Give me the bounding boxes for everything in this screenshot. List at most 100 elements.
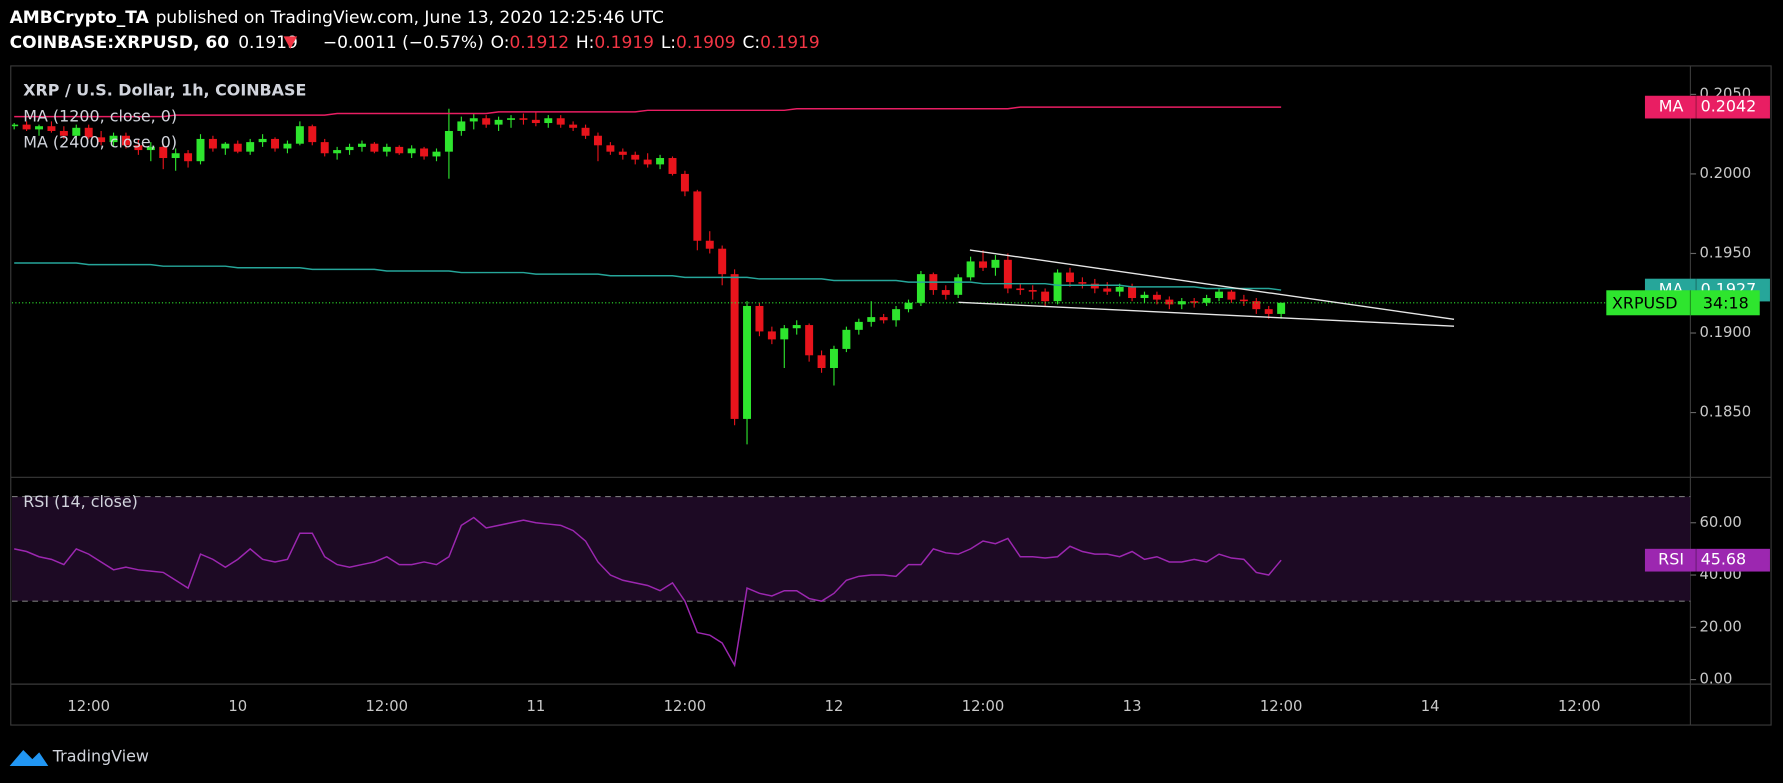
candle-body	[171, 153, 180, 159]
candle-body	[606, 145, 615, 152]
ohlc-value: 0.1919	[760, 33, 820, 53]
candle-body	[792, 325, 801, 329]
candle-body	[854, 321, 863, 330]
candle-body	[979, 261, 988, 268]
price-tag-name: RSI	[1658, 550, 1684, 569]
candle-body	[469, 118, 478, 122]
trendline	[958, 301, 1455, 327]
candle-body	[693, 191, 702, 241]
candle-body	[333, 150, 342, 154]
candle-body	[1065, 272, 1074, 283]
candle-body	[991, 259, 1000, 268]
candle-body	[1227, 291, 1236, 300]
candle-body	[1078, 282, 1087, 284]
candle-body	[1016, 288, 1025, 291]
candle-body	[208, 138, 217, 149]
x-tick-label: 12:00	[67, 698, 110, 715]
candle-body	[146, 146, 155, 151]
price-tag-bg	[1644, 95, 1770, 119]
frame	[10, 65, 1772, 726]
candle-body	[507, 118, 516, 120]
x-tick-label: 12:00	[366, 698, 409, 715]
candle-body	[233, 143, 242, 152]
candle-body	[395, 146, 404, 154]
candle-body	[494, 119, 503, 125]
legend-entry: MA (1200, close, 0)	[23, 107, 177, 126]
y-tick-label: 0.1900	[1700, 324, 1752, 341]
candle-body	[643, 159, 652, 165]
candle-body	[246, 142, 255, 152]
x-tick-label: 12:00	[664, 698, 707, 715]
x-tick-label: 11	[526, 698, 545, 715]
candle-body	[1140, 294, 1149, 299]
price-tag: MA 0.2042	[1644, 95, 1770, 119]
candle-body	[1190, 301, 1199, 303]
candle-body	[631, 154, 640, 160]
candle-body	[22, 124, 31, 130]
candle-body	[295, 126, 304, 144]
series-line	[14, 516, 1282, 668]
candle-body	[755, 305, 764, 332]
candle-body	[743, 305, 752, 419]
candle-body	[444, 130, 453, 152]
price-tag-value: 0.2042	[1701, 97, 1757, 116]
candle-body	[1128, 286, 1137, 299]
x-tick-label: 14	[1421, 698, 1440, 715]
ohlc-label: C:	[742, 33, 760, 53]
price-tag-bg	[1644, 548, 1770, 572]
candle-body	[345, 146, 354, 151]
x-tick-label: 12:00	[1260, 698, 1303, 715]
candle-body	[382, 146, 391, 152]
candle-body	[370, 143, 379, 152]
footer-brand: TradingView	[52, 746, 149, 765]
candle-body	[531, 119, 540, 124]
candle-body	[35, 126, 43, 130]
ohlc-label: O:	[491, 33, 510, 53]
candle-body	[668, 158, 677, 174]
candle-body	[1041, 291, 1050, 302]
candle-body	[1103, 288, 1112, 292]
candle-body	[134, 145, 143, 151]
candle-body	[1090, 283, 1099, 289]
ohlc-label: H:	[576, 33, 595, 53]
price-title: XRP / U.S. Dollar, 1h, COINBASE	[23, 80, 306, 99]
candle-body	[767, 331, 776, 340]
candle-body	[519, 118, 528, 120]
candle-body	[84, 127, 93, 138]
candle-body	[221, 143, 230, 149]
candle-body	[457, 121, 466, 131]
last-price: 0.1919	[238, 33, 298, 53]
candle-body	[618, 151, 627, 155]
trendline	[969, 249, 1455, 321]
header-line-2: COINBASE:XRPUSD, 60 0.1919 −0.0011 (−0.57%…	[10, 33, 820, 53]
candle-body	[1152, 294, 1161, 300]
candle-body	[656, 158, 665, 165]
ohlc-value: 0.1909	[676, 33, 736, 53]
ohlc-label: L:	[661, 33, 676, 53]
candle-body	[581, 127, 590, 136]
candle-body	[1277, 302, 1286, 314]
candle-body	[196, 138, 205, 162]
candle-body	[966, 261, 975, 278]
price-tag: RSI 45.68	[1644, 548, 1770, 572]
y-tick-label: 0.2000	[1700, 165, 1752, 182]
candle-body	[283, 143, 292, 149]
candle-body	[842, 329, 851, 349]
candle-body	[109, 135, 118, 143]
last-price-tag-name: XRPUSD	[1612, 293, 1678, 312]
candle-body	[904, 302, 913, 310]
series-line	[14, 262, 1282, 291]
candle-body	[817, 355, 826, 369]
x-tick-label: 12:00	[1558, 698, 1601, 715]
down-arrow-icon	[283, 36, 298, 49]
y-tick-label: 60.00	[1700, 514, 1742, 531]
author: AMBCrypto_TA	[10, 8, 150, 28]
candle-body	[569, 124, 578, 128]
candle-body	[705, 240, 714, 249]
ohlc-value: 0.1912	[509, 33, 569, 53]
ohlc-value: 0.1919	[594, 33, 654, 53]
candle-body	[1028, 290, 1037, 292]
candle-body	[1252, 301, 1261, 310]
last-price-tag: XRPUSD 34:18	[1606, 290, 1760, 316]
